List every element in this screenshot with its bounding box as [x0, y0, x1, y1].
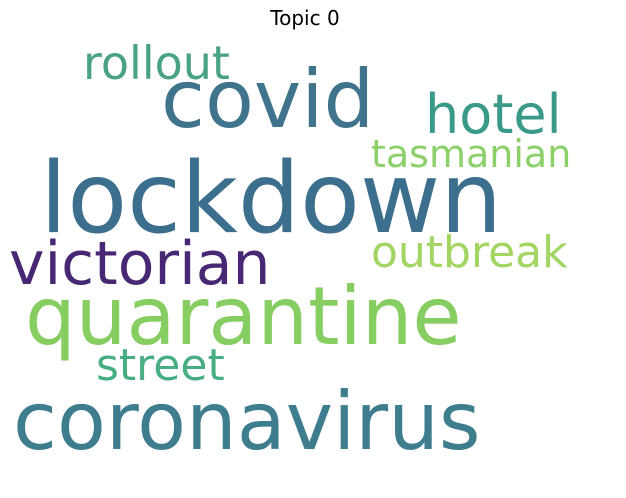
word-quarantine: quarantine — [25, 270, 462, 363]
word-hotel: hotel — [425, 83, 562, 146]
word-rollout: rollout — [83, 44, 230, 90]
word-victorian: victorian — [9, 229, 271, 299]
word-coronavirus: coronavirus — [13, 375, 481, 468]
word-cloud: rollout covid hotel tasmanian lockdown v… — [9, 44, 609, 494]
word-outbreak: outbreak — [371, 227, 568, 278]
word-lockdown: lockdown — [40, 142, 503, 256]
chart-title: Topic 0 — [270, 6, 340, 30]
word-covid: covid — [161, 53, 375, 146]
word-street: street — [96, 340, 225, 391]
word-tasmanian: tasmanian — [371, 132, 572, 176]
